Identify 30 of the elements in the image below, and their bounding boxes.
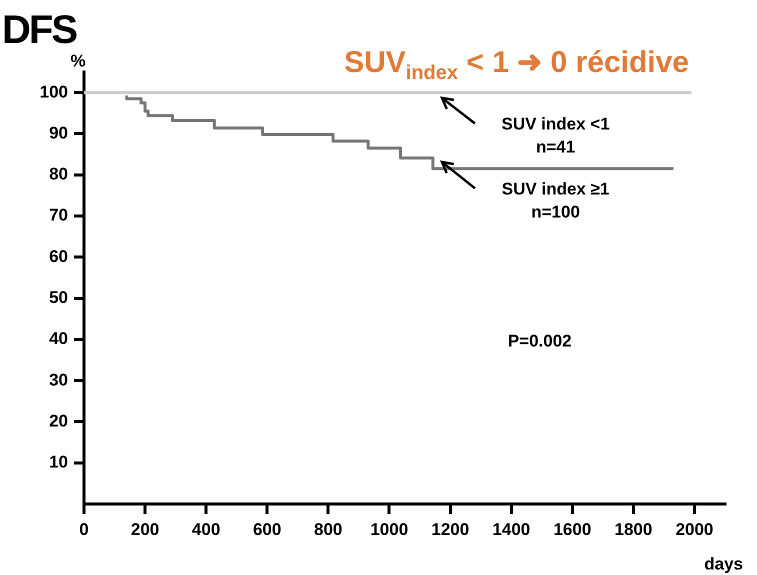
y-tick-label: 100 [40,82,68,102]
x-tick-label: 600 [252,520,282,539]
annotation: n=41 [536,137,576,156]
y-tick-label: 10 [49,452,68,472]
x-tick-label: 800 [314,520,342,539]
annotation: P=0.002 [508,332,572,351]
x-tick-label: 2000 [676,520,714,539]
y-tick-label: 90 [49,123,68,142]
series-label: SUV index ≥1 [502,179,610,198]
y-tick-label: 30 [49,370,68,390]
y-tick-label: 70 [49,206,68,225]
y-tick-label: 60 [49,246,68,266]
x-tick-label: 1400 [492,520,530,539]
x-tick-label: 1600 [553,520,592,539]
x-tick-label: 1000 [370,520,408,539]
x-tick-label: 400 [192,520,220,539]
y-tick-label: 40 [49,329,68,348]
x-axis-title: days [704,554,743,574]
x-tick-label: 200 [130,520,160,539]
x-tick-label: 1800 [614,520,652,539]
chart-title: DFS [2,8,76,53]
y-tick-label: 50 [49,288,68,307]
series-label: SUV index <1 [502,114,610,134]
x-tick-label: 1200 [431,520,470,539]
y-axis-title: % [70,52,86,71]
x-tick-label: 0 [79,520,89,539]
y-tick-label: 80 [49,164,68,184]
annotation: n=100 [531,202,580,222]
chart-subtitle: SUV$_{index}$ < 1 ➜ 0 récidive [344,45,689,85]
y-tick-label: 20 [49,411,68,430]
